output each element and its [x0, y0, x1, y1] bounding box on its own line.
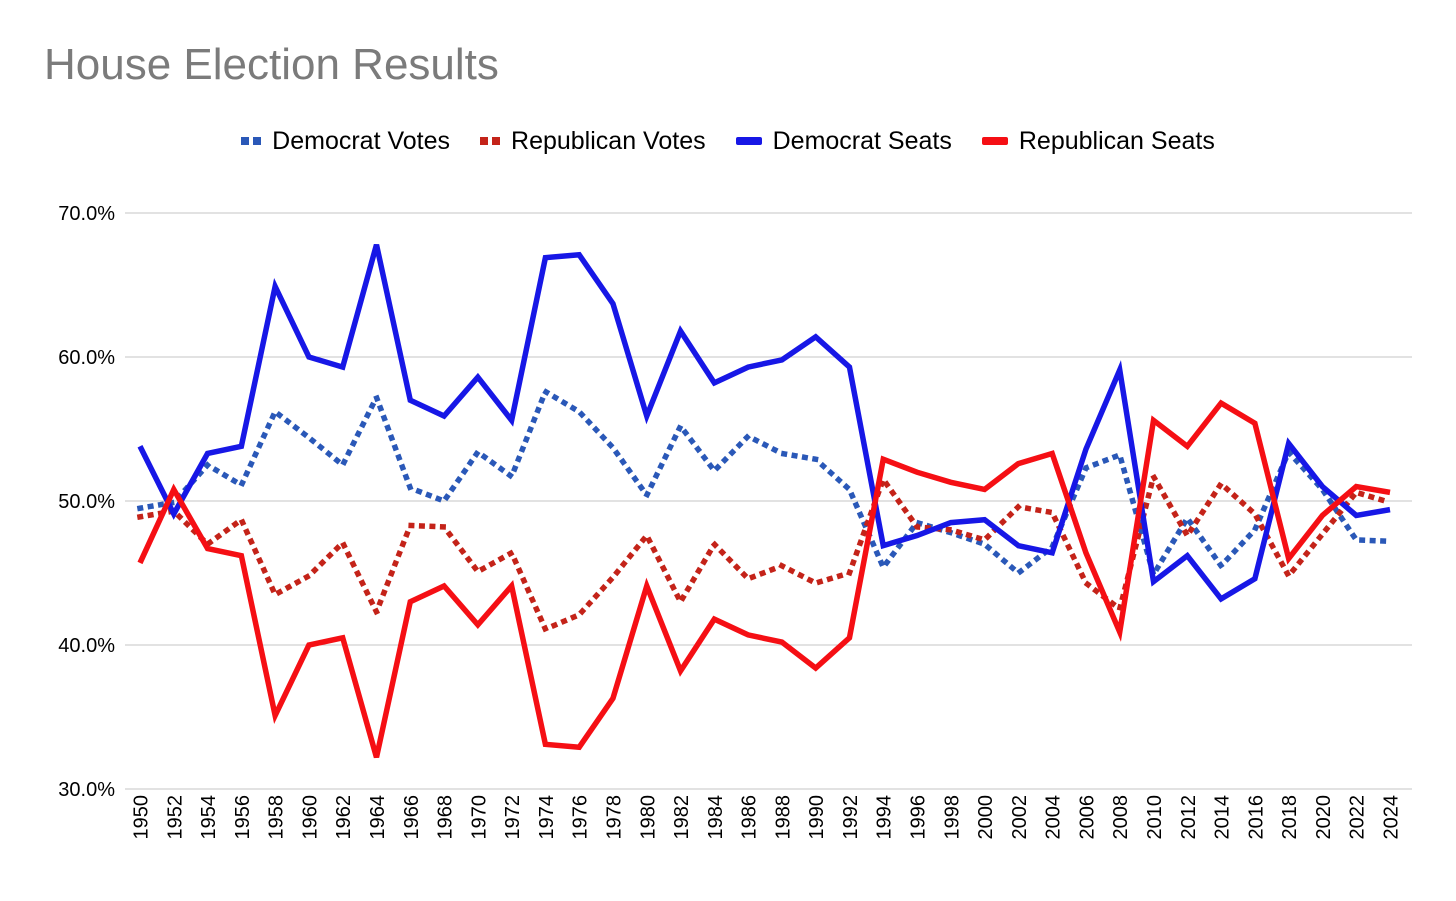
- x-axis-tick-label: 2014: [1212, 795, 1234, 840]
- x-axis-tick-label: 1952: [164, 795, 186, 840]
- legend-item-republican-seats: Republican Seats: [981, 126, 1215, 156]
- x-axis-tick-label: 1988: [772, 795, 794, 840]
- x-axis-tick-label: 2008: [1110, 795, 1132, 840]
- series-line-democrat-votes: [136, 387, 1393, 582]
- x-axis-tick-label: 1984: [705, 795, 727, 840]
- x-axis-tick-label: 2002: [1009, 795, 1031, 840]
- x-axis-tick-label: 1980: [637, 795, 659, 840]
- legend-label: Republican Seats: [1018, 126, 1215, 155]
- legend-label: Democrat Votes: [272, 126, 451, 155]
- legend-item-democrat-votes: Democrat Votes: [241, 127, 450, 156]
- x-axis-tick-label: 1966: [401, 795, 423, 840]
- x-axis-tick-label: 2000: [975, 795, 997, 840]
- x-axis-tick-label: 2018: [1279, 795, 1301, 840]
- series-line-republican-votes: [136, 469, 1394, 633]
- x-axis-tick-label: 1986: [739, 795, 761, 840]
- x-axis-tick-label: 2004: [1043, 795, 1065, 840]
- chart-title: House Election Results: [44, 40, 499, 89]
- x-axis-tick-label: 1990: [806, 795, 828, 840]
- x-axis-tick-label: 1998: [941, 795, 963, 840]
- dotted-line-swatch-icon: [241, 137, 262, 145]
- solid-line-swatch-icon: [981, 137, 1008, 145]
- x-axis-tick-label: 1964: [367, 795, 389, 840]
- x-axis-tick-label: 1994: [874, 795, 896, 840]
- x-axis-tick-label: 1958: [266, 795, 288, 840]
- x-axis-tick-label: 2020: [1313, 795, 1335, 840]
- x-axis-tick-label: 1950: [131, 795, 153, 840]
- y-axis-tick-label: 50.0%: [58, 491, 115, 513]
- y-axis-tick-label: 60.0%: [58, 347, 115, 369]
- x-axis-tick-label: 1968: [435, 795, 457, 840]
- x-axis-tick-label: 2012: [1178, 795, 1200, 840]
- dotted-line-swatch-icon: [480, 137, 501, 145]
- y-axis-tick-label: 30.0%: [58, 779, 115, 801]
- series-line-democrat-seats: [137, 243, 1391, 603]
- x-axis-tick-label: 1976: [570, 795, 592, 840]
- x-axis-tick-label: 1956: [232, 795, 254, 840]
- series-line-republican-seats: [137, 399, 1391, 759]
- x-axis-tick-label: 1962: [333, 795, 355, 840]
- legend-item-democrat-seats: Democrat Seats: [735, 126, 952, 156]
- y-axis-tick-label: 40.0%: [58, 635, 115, 657]
- x-axis-tick-label: 1960: [299, 795, 321, 840]
- chart-legend: Democrat Votes Republican Votes Democrat…: [0, 120, 1456, 162]
- x-axis-tick-label: 2016: [1245, 795, 1267, 840]
- x-axis-tick-label: 1996: [908, 795, 930, 840]
- x-axis-tick-label: 1992: [840, 795, 862, 840]
- x-axis-tick-label: 1972: [502, 795, 524, 840]
- x-axis-tick-label: 1970: [468, 795, 490, 840]
- y-axis-tick-label: 70.0%: [58, 203, 115, 225]
- x-axis-tick-label: 2010: [1144, 795, 1166, 840]
- x-axis-tick-label: 1978: [603, 795, 625, 840]
- solid-line-swatch-icon: [735, 137, 762, 145]
- legend-label: Republican Votes: [511, 126, 706, 155]
- x-axis-tick-label: 2022: [1347, 795, 1369, 840]
- legend-label: Democrat Seats: [772, 126, 952, 155]
- legend-item-republican-votes: Republican Votes: [480, 127, 706, 156]
- x-axis-tick-label: 1974: [536, 795, 558, 840]
- x-axis-tick-label: 2006: [1076, 795, 1098, 840]
- x-axis-tick-label: 2024: [1381, 795, 1403, 840]
- x-axis-tick-label: 1982: [671, 795, 693, 840]
- x-axis-tick-label: 1954: [198, 795, 220, 840]
